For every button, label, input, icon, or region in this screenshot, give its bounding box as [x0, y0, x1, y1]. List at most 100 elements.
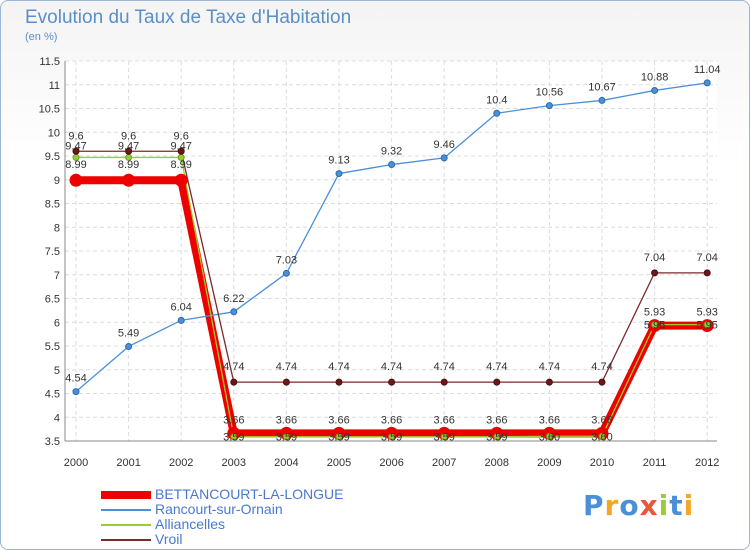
x-tick-label: 2010: [590, 457, 614, 469]
data-label-vroil: 4.74: [539, 361, 560, 373]
data-point-rancourt: [598, 96, 606, 104]
data-point-rancourt: [703, 79, 711, 87]
x-tick-label: 2012: [695, 457, 719, 469]
y-tick-label: 6.5: [45, 294, 60, 306]
data-point-rancourt: [651, 86, 659, 94]
y-tick-label: 4: [54, 412, 60, 424]
data-label-rancourt: 5.49: [118, 327, 139, 339]
data-label-rancourt: 10.88: [641, 71, 669, 83]
data-label-alliancelles: 3.60: [539, 431, 560, 443]
chart-subtitle: (en %): [25, 31, 58, 43]
data-point-rancourt: [335, 170, 343, 178]
data-label-rancourt: 10.67: [588, 81, 616, 93]
y-tick-label: 3.5: [45, 436, 60, 448]
data-label-alliancelles: 3.59: [486, 432, 507, 444]
legend-item-alliancelles: Alliancelles: [101, 517, 344, 532]
data-point-rancourt: [545, 102, 553, 110]
data-label-bettancourt: 3.66: [539, 414, 560, 426]
data-point-bettancourt: [174, 173, 188, 187]
data-label-rancourt: 7.03: [276, 254, 297, 266]
data-point-rancourt: [440, 154, 448, 162]
data-label-bettancourt: 5.93: [644, 307, 665, 319]
y-tick-label: 4.5: [45, 389, 60, 401]
data-label-bettancourt: 3.66: [223, 414, 244, 426]
data-label-alliancelles: 9.47: [170, 140, 191, 152]
legend-swatch-alliancelles: [101, 523, 151, 526]
data-label-vroil: 9.6: [68, 130, 83, 142]
data-point-vroil: [335, 378, 343, 386]
data-point-vroil: [703, 269, 711, 277]
data-label-vroil: 4.74: [486, 361, 507, 373]
data-point-alliancelles: [440, 433, 448, 441]
x-tick-label: 2008: [485, 457, 509, 469]
data-point-alliancelles: [388, 433, 396, 441]
data-label-vroil: 4.74: [433, 361, 454, 373]
data-label-alliancelles: 3.59: [276, 432, 297, 444]
data-point-alliancelles: [545, 432, 553, 440]
data-point-alliancelles: [282, 433, 290, 441]
data-label-bettancourt: 8.99: [170, 159, 191, 171]
data-label-alliancelles: 3.59: [381, 432, 402, 444]
data-label-vroil: 7.04: [644, 252, 665, 264]
data-label-rancourt: 6.22: [223, 293, 244, 305]
y-tick-label: 7: [54, 270, 60, 282]
data-point-vroil: [125, 147, 133, 155]
data-point-vroil: [651, 269, 659, 277]
legend-label-bettancourt: BETTANCOURT-LA-LONGUE: [155, 486, 344, 502]
data-point-vroil: [493, 378, 501, 386]
legend-label-alliancelles: Alliancelles: [155, 516, 226, 532]
y-tick-label: 10: [48, 127, 60, 139]
data-label-vroil: 4.74: [591, 361, 612, 373]
data-point-vroil: [440, 378, 448, 386]
legend-label-vroil: Vroil: [155, 531, 183, 547]
data-point-alliancelles: [651, 321, 659, 329]
y-tick-label: 10.5: [39, 104, 60, 116]
data-label-alliancelles: 9.47: [65, 140, 86, 152]
y-tick-label: 9: [54, 175, 60, 187]
legend-item-rancourt: Rancourt-sur-Ornain: [101, 502, 344, 517]
data-point-rancourt: [282, 269, 290, 277]
data-label-rancourt: 11.04: [694, 64, 721, 76]
y-tick-label: 5.5: [45, 341, 60, 353]
data-point-vroil: [545, 378, 553, 386]
data-point-rancourt: [493, 109, 501, 117]
data-label-vroil: 4.74: [381, 361, 402, 373]
data-label-bettancourt: 3.66: [433, 414, 454, 426]
y-tick-label: 11: [49, 80, 60, 92]
data-label-vroil: 4.74: [223, 361, 244, 373]
data-point-vroil: [598, 378, 606, 386]
y-tick-label: 5: [54, 365, 60, 377]
x-tick-label: 2003: [222, 457, 246, 469]
data-label-bettancourt: 3.66: [381, 414, 402, 426]
data-label-alliancelles: 3.60: [591, 431, 612, 443]
y-tick-label: 9.5: [45, 151, 60, 163]
legend-swatch-rancourt: [101, 508, 151, 511]
x-tick-label: 2002: [169, 457, 193, 469]
data-label-rancourt: 9.32: [381, 146, 402, 158]
data-label-vroil: 9.6: [174, 130, 189, 142]
y-tick-label: 6: [54, 317, 60, 329]
data-label-alliancelles: 3.59: [223, 432, 244, 444]
legend-item-bettancourt: BETTANCOURT-LA-LONGUE: [101, 487, 344, 502]
data-point-alliancelles: [493, 433, 501, 441]
data-point-vroil: [177, 147, 185, 155]
chart-legend: BETTANCOURT-LA-LONGUE Rancourt-sur-Ornai…: [101, 487, 344, 547]
legend-label-rancourt: Rancourt-sur-Ornain: [155, 501, 283, 517]
data-label-alliancelles: 3.59: [328, 432, 349, 444]
data-label-vroil: 9.6: [121, 130, 136, 142]
data-label-bettancourt: 8.99: [118, 159, 139, 171]
x-tick-label: 2000: [64, 457, 88, 469]
x-tick-label: 2004: [274, 457, 298, 469]
data-point-alliancelles: [230, 433, 238, 441]
data-label-rancourt: 10.56: [536, 87, 564, 99]
data-point-rancourt: [230, 308, 238, 316]
legend-swatch-vroil: [101, 538, 151, 541]
x-tick-label: 2007: [432, 457, 456, 469]
data-point-bettancourt: [122, 173, 136, 187]
data-label-bettancourt: 5.93: [696, 307, 717, 319]
data-label-bettancourt: 3.66: [328, 414, 349, 426]
data-label-rancourt: 9.46: [433, 139, 454, 151]
data-point-rancourt: [72, 388, 80, 396]
